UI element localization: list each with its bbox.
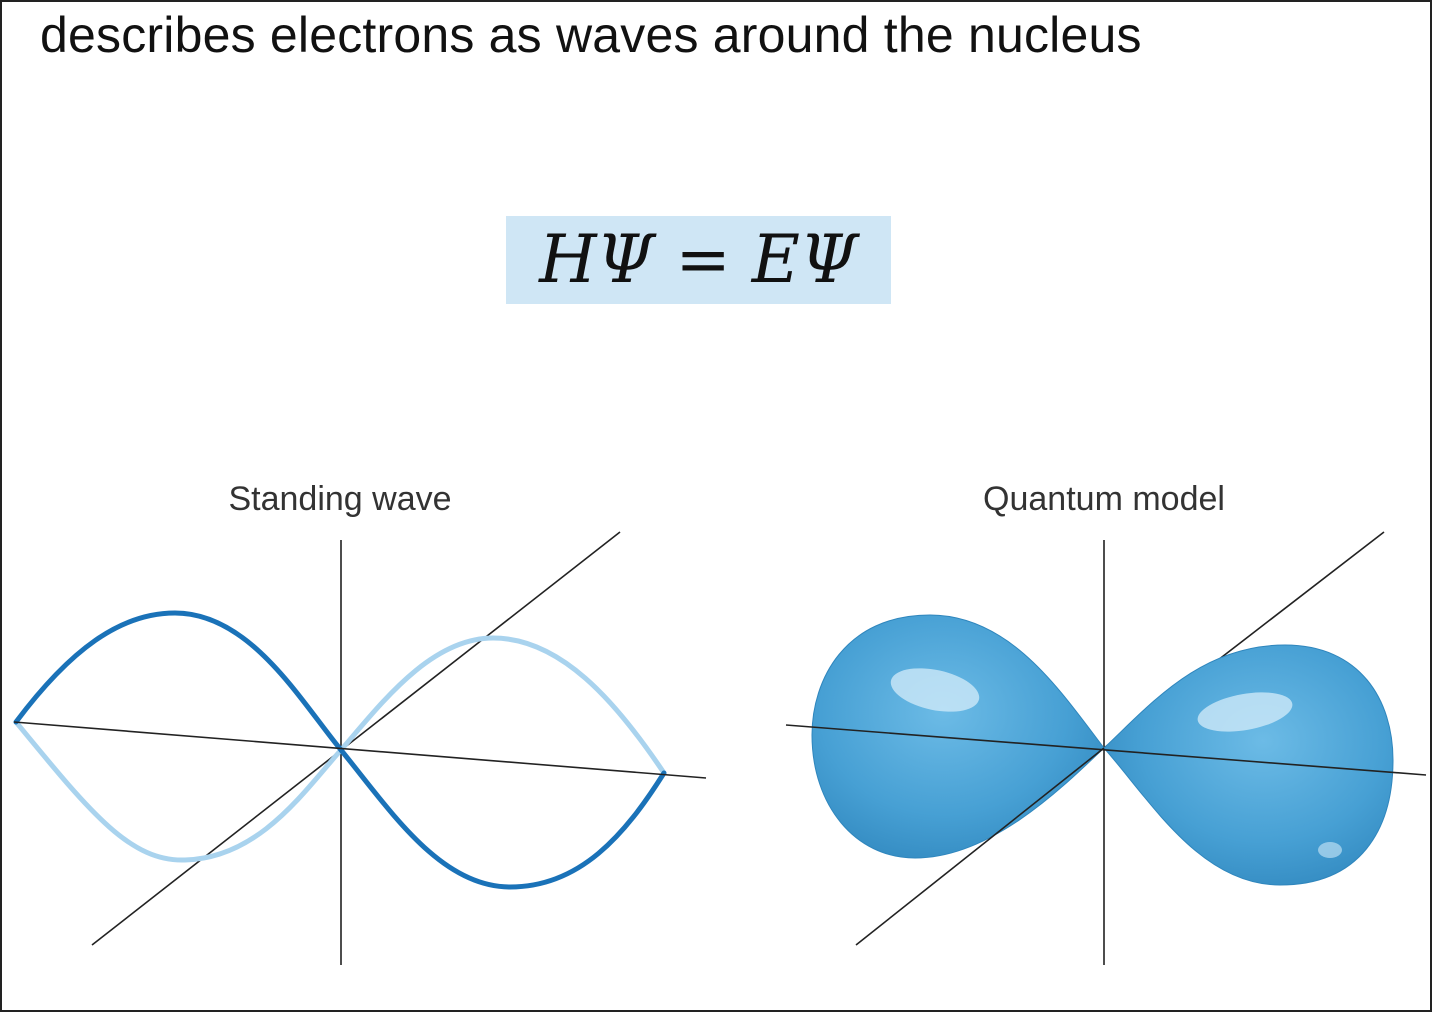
slide-heading: describes electrons as waves around the … — [40, 7, 1142, 63]
orbital-left-highlight — [890, 668, 980, 712]
standing-wave-horizontal-axis — [13, 721, 707, 779]
quantum-model-caption: Quantum model — [983, 480, 1225, 518]
standing-wave-caption: Standing wave — [228, 480, 452, 518]
quantum-model-diagonal-axis-front — [855, 747, 1105, 946]
orbital-right-small-highlight — [1318, 842, 1342, 858]
orbital-left-lobe — [811, 614, 1105, 859]
standing-wave-diagram — [13, 531, 707, 965]
schrodinger-equation: HΨ = EΨ — [539, 221, 858, 298]
quantum-model-horizontal-axis — [785, 724, 1427, 776]
quantum-model-diagram — [785, 531, 1427, 965]
orbital-right-highlight — [1197, 692, 1293, 732]
standing-wave-diagonal-axis — [91, 531, 621, 946]
orbital-right-lobe — [1103, 644, 1394, 886]
equation-highlight-box: HΨ = EΨ — [506, 216, 891, 304]
standing-wave-dark-curve — [13, 610, 667, 890]
